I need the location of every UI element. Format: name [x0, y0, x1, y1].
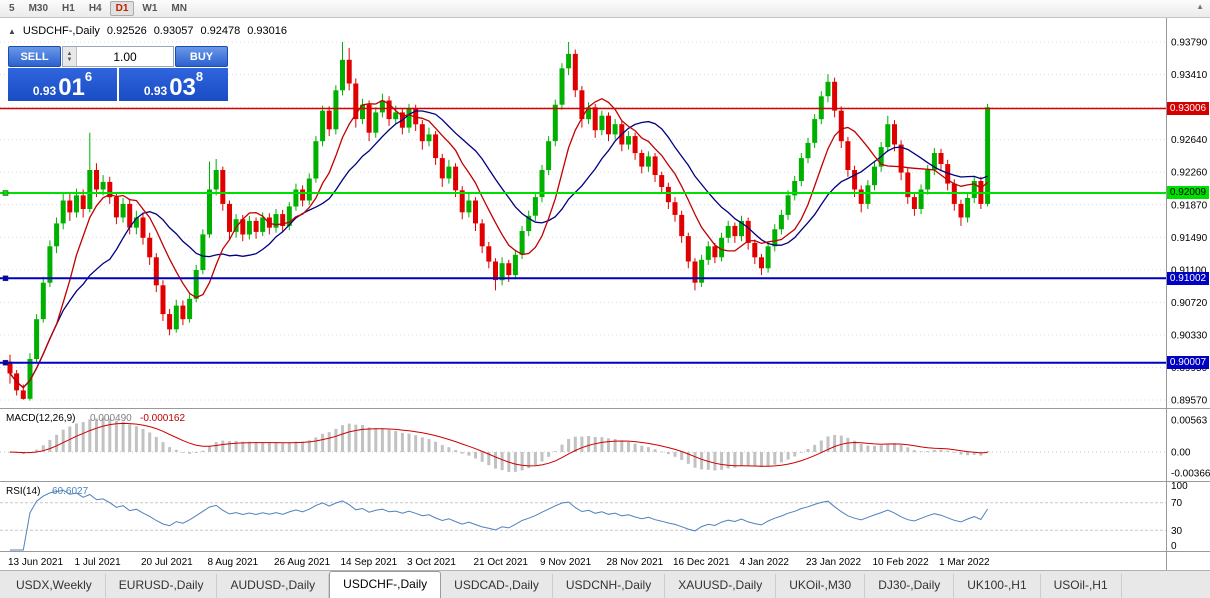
price-line-label: 0.92009 — [1167, 186, 1209, 200]
date-tick-label: 14 Sep 2021 — [341, 557, 398, 568]
date-tick-label: 28 Nov 2021 — [607, 557, 664, 568]
one-click-panel-toggle-icon[interactable]: ▲ — [8, 26, 16, 36]
timeframe-button-mn[interactable]: MN — [171, 3, 187, 14]
hline-handle[interactable] — [2, 275, 9, 282]
chart-tab-usoilh1[interactable]: USOil-,H1 — [1041, 574, 1122, 598]
chart-tab-usdxweekly[interactable]: USDX,Weekly — [3, 574, 106, 598]
price-tick-label: 0.89570 — [1171, 396, 1208, 407]
date-tick-label: 9 Nov 2021 — [540, 557, 592, 568]
rsi-tick-label: 70 — [1171, 498, 1183, 509]
date-tick-label: 13 Jun 2021 — [8, 557, 63, 568]
date-tick-label: 26 Aug 2021 — [274, 557, 331, 568]
chart-tab-eurusddaily[interactable]: EURUSD-,Daily — [106, 574, 218, 598]
date-tick-label: 3 Oct 2021 — [407, 557, 456, 568]
date-tick-label: 4 Jan 2022 — [740, 557, 790, 568]
volume-down-icon[interactable]: ▼ — [66, 56, 73, 63]
buy-price-prefix: 0.93 — [143, 84, 168, 98]
macd-tick-label: 0.00 — [1171, 448, 1191, 459]
volume-input[interactable] — [77, 47, 173, 66]
panel-separators — [0, 18, 1210, 570]
date-tick-label: 1 Mar 2022 — [939, 557, 990, 568]
volume-up-icon[interactable]: ▲ — [66, 50, 73, 57]
macd-label: MACD(12,26,9) — [6, 413, 75, 424]
chart-tab-ukoilm30[interactable]: UKOil-,M30 — [776, 574, 866, 598]
date-tick-label: 23 Jan 2022 — [806, 557, 861, 568]
sell-price-display[interactable]: 0.93 01 6 — [8, 68, 117, 101]
buy-price-big: 03 — [169, 74, 196, 101]
date-axis[interactable]: 13 Jun 2021 1 Jul 2021 20 Jul 2021 8 Aug 20… — [8, 557, 990, 568]
ohlc-high-value: 0.93057 — [153, 25, 194, 37]
sell-price-prefix: 0.93 — [32, 84, 57, 98]
timeframe-toolbar: 5 M30 H1 H4 D1 W1 MN — [0, 0, 1210, 18]
moving-averages-layer — [9, 97, 989, 389]
price-tick-label: 0.92640 — [1171, 135, 1208, 146]
buy-price-pip: 8 — [195, 69, 204, 84]
chart-tab-usdcaddaily[interactable]: USDCAD-,Daily — [441, 574, 553, 598]
date-tick-label: 20 Jul 2021 — [141, 557, 193, 568]
price-line-label: 0.93006 — [1167, 101, 1209, 115]
price-tick-label: 0.90720 — [1171, 298, 1208, 309]
sell-button[interactable]: SELL — [8, 46, 61, 67]
chart-header: ▲ USDCHF-,Daily 0.92526 0.93057 0.92478 … — [8, 25, 287, 37]
date-tick-label: 8 Aug 2021 — [208, 557, 259, 568]
macd-signal-value: -0.000162 — [140, 413, 185, 424]
chart-area[interactable]: 0.937900.934100.930400.926400.922600.918… — [0, 18, 1210, 570]
ohlc-close-value: 0.93016 — [247, 25, 287, 37]
rsi-value: 60.6027 — [52, 486, 89, 497]
date-tick-label: 10 Feb 2022 — [873, 557, 930, 568]
chart-tabbar: USDX,Weekly EURUSD-,Daily AUDUSD-,Daily USD… — [0, 570, 1210, 598]
chart-scroll-icon[interactable]: ▲ — [1196, 2, 1204, 11]
price-tick-label: 0.91100 — [1171, 265, 1207, 276]
rsi-tick-label: 30 — [1171, 526, 1183, 537]
timeframe-button-w1[interactable]: W1 — [142, 3, 158, 14]
price-tick-label: 0.91490 — [1171, 233, 1208, 244]
chart-tab-audusddaily[interactable]: AUDUSD-,Daily — [217, 574, 330, 598]
rsi-label: RSI(14) — [6, 486, 40, 497]
ohlc-open-value: 0.92526 — [106, 25, 147, 37]
date-tick-label: 16 Dec 2021 — [673, 557, 730, 568]
chart-tab-usdcnhdaily[interactable]: USDCNH-,Daily — [553, 574, 666, 598]
chart-canvas[interactable]: 0.937900.934100.930400.926400.922600.918… — [0, 18, 1210, 570]
timeframe-button-d1[interactable]: D1 — [109, 1, 135, 16]
price-tick-label: 0.90330 — [1171, 330, 1208, 341]
price-tick-label: 0.92260 — [1171, 168, 1208, 179]
ohlc-low-value: 0.92478 — [200, 25, 241, 37]
macd-layer — [0, 417, 1166, 472]
sell-price-big: 01 — [58, 74, 85, 101]
horizontal-lines-layer[interactable] — [0, 107, 1166, 366]
rsi-tick-label: 0 — [1171, 541, 1177, 552]
hline-handle[interactable] — [2, 190, 9, 196]
chart-tab-usdchfdaily[interactable]: USDCHF-,Daily — [329, 571, 442, 598]
hline-handle[interactable] — [2, 359, 9, 366]
sell-price-pip: 6 — [84, 69, 93, 84]
timeframe-button-5[interactable]: 5 — [9, 3, 15, 14]
chart-tab-dj30daily[interactable]: DJ30-,Daily — [865, 574, 955, 598]
timeframe-button-h4[interactable]: H4 — [88, 3, 102, 14]
volume-control: ▲ ▼ — [62, 46, 174, 67]
rsi-tick-label: 100 — [1171, 481, 1188, 492]
chart-tab-uk100h1[interactable]: UK100-,H1 — [954, 574, 1041, 598]
price-tick-label: 0.91870 — [1171, 200, 1208, 211]
macd-main-value: 0.000490 — [90, 413, 132, 424]
chart-symbol-label: USDCHF-,Daily — [22, 25, 100, 37]
candles-layer — [7, 42, 991, 401]
date-tick-label: 21 Oct 2021 — [474, 557, 529, 568]
price-tick-label: 0.93790 — [1171, 38, 1208, 49]
buy-price-display[interactable]: 0.93 03 8 — [119, 68, 228, 101]
buy-button[interactable]: BUY — [175, 46, 228, 67]
price-line-label: 0.90007 — [1167, 356, 1209, 370]
macd-tick-label: -0.00366 — [1171, 468, 1210, 479]
macd-tick-label: 0.00563 — [1171, 416, 1208, 427]
date-tick-label: 1 Jul 2021 — [75, 557, 122, 568]
price-line-label: 0.91002 — [1167, 271, 1209, 285]
rsi-layer — [0, 489, 1166, 551]
chart-tab-xauusddaily[interactable]: XAUUSD-,Daily — [665, 574, 777, 598]
timeframe-button-m30[interactable]: M30 — [28, 3, 49, 14]
price-tick-label: 0.93410 — [1171, 70, 1208, 81]
volume-spinner: ▲ ▼ — [63, 47, 77, 66]
timeframe-button-h1[interactable]: H1 — [62, 3, 75, 14]
